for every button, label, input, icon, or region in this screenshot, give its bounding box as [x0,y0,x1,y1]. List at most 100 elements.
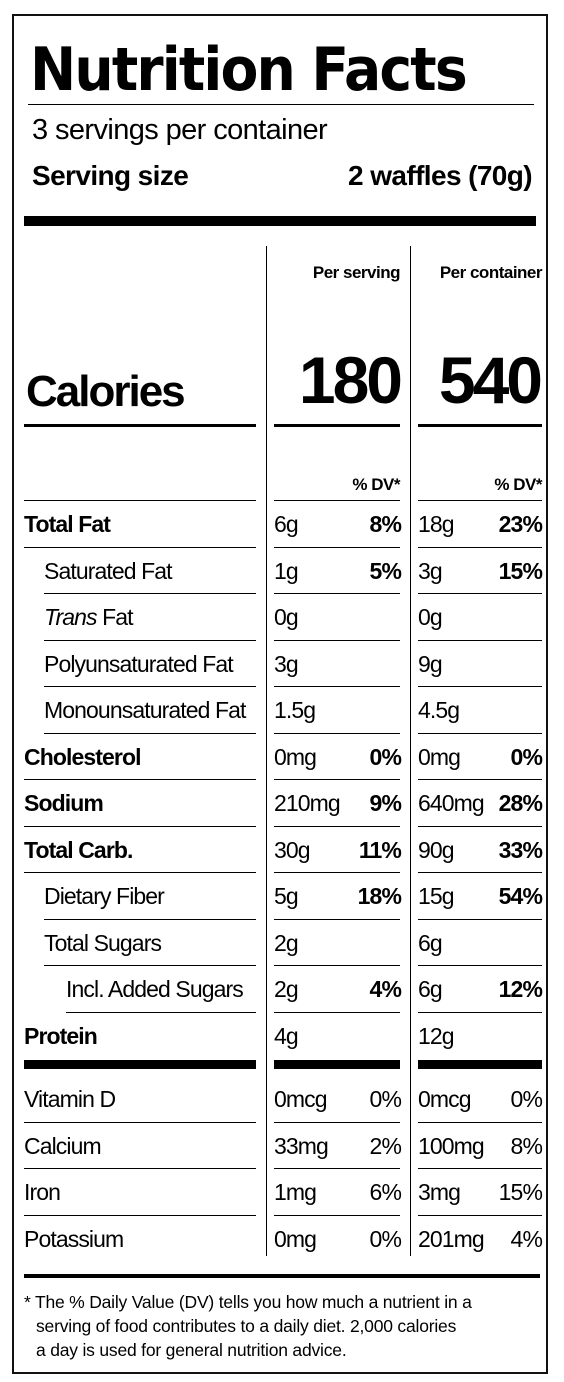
calories-per-container: 540 [438,343,543,417]
serving-dv: 18% [357,883,402,909]
per-serving-header: Per serving [312,263,401,282]
row-rule-serving [274,593,400,594]
row-rule-container [418,872,542,873]
serving-amount: 33mg [274,1132,329,1159]
row-rule-serving [274,872,400,873]
row-rule-serving [274,500,400,501]
vitamin-row: Vitamin D 0mcg 0% 0mcg 0% [14,1076,546,1122]
container-dv: 15% [498,557,543,584]
serving-amount: 0mg [274,1225,317,1252]
serving-amount: 1g [274,557,299,584]
row-rule-name [24,1168,256,1169]
row-rule-serving [274,919,400,920]
row-rule-serving [274,733,400,734]
calories-label: Calories [26,367,186,416]
row-rule-name [44,593,256,594]
row-rule-name [44,686,256,687]
nutrient-row: Incl. Added Sugars 2g 4% 6g 12% [14,966,546,1012]
row-rule-name [24,500,256,501]
serving-amount: 5g [274,883,299,909]
container-dv: 54% [498,883,543,909]
row-rule-container [418,640,542,641]
serving-amount: 0mg [274,743,317,770]
thick-divider-top [24,216,536,226]
calories-rule-name [24,424,256,427]
calories-rule-serving [274,424,400,427]
nutrient-name: Total Sugars [44,929,162,956]
row-rule-container [418,1012,542,1013]
row-rule-container [418,1122,542,1123]
container-dv: 33% [498,836,543,863]
serving-dv: 0% [369,743,402,770]
row-rule-serving [274,779,400,780]
serving-dv: 0% [369,1086,402,1112]
thick-rule-name [24,1060,256,1069]
nutrient-row: Protein 4g 12g [14,1013,546,1059]
row-rule-container [418,965,542,966]
serving-amount: 4g [274,1022,299,1049]
serving-dv: 11% [358,836,402,863]
container-dv: 23% [498,511,543,537]
container-amount: 201mg [418,1225,485,1252]
nutrient-name: Polyunsaturated Fat [44,650,234,677]
vitamin-name: Iron [24,1179,61,1205]
vitamin-row: Potassium 0mg 0% 201mg 4% [14,1216,546,1262]
dv-header-container: % DV* [494,475,542,494]
serving-size-label: Serving size [32,160,189,191]
thick-rule-container [418,1060,542,1069]
row-rule-container [418,919,542,920]
serving-amount: 3g [274,650,299,677]
serving-dv: 5% [369,557,402,584]
row-rule-name [44,640,256,641]
servings-per-container: 3 servings per container [32,114,328,146]
row-rule-container [418,733,542,734]
footnote: * The % Daily Value (DV) tells you how m… [24,1290,538,1362]
footnote-rule [24,1274,540,1278]
nutrient-name: Total Fat [24,511,111,537]
container-amount: 0mcg [418,1086,472,1112]
footnote-line-1: * The % Daily Value (DV) tells you how m… [24,1292,472,1312]
serving-amount: 1.5g [274,697,316,723]
container-amount: 4.5g [418,697,460,723]
nutrient-row: Monounsaturated Fat 1.5g 4.5g [14,687,546,733]
container-amount: 18g [418,511,455,537]
container-amount: 15g [418,883,455,909]
serving-amount: 0g [274,604,299,630]
footnote-line-2: serving of food contributes to a daily d… [36,1316,457,1336]
nutrient-name: Dietary Fiber [44,883,165,909]
nutrient-row: Polyunsaturated Fat 3g 9g [14,641,546,687]
container-amount: 0mg [418,743,461,770]
row-rule-serving [274,826,400,827]
nutrient-row: Sodium 210mg 9% 640mg 28% [14,780,546,826]
container-amount: 9g [418,650,443,677]
row-rule-container [418,547,542,548]
row-rule-container [418,593,542,594]
nutrient-name: Incl. Added Sugars [66,976,244,1002]
row-rule-name [24,1215,256,1216]
per-container-header: Per container [439,263,543,282]
row-rule-name [66,1012,256,1013]
row-rule-name [44,919,256,920]
row-rule-serving [274,965,400,966]
container-amount: 3mg [418,1179,461,1205]
row-rule-container [418,826,542,827]
container-dv: 15% [498,1179,543,1205]
row-rule-container [418,779,542,780]
row-rule-name [24,547,256,548]
nutrient-row: Total Fat 6g 8% 18g 23% [14,501,546,547]
row-rule-serving [274,686,400,687]
row-rule-name [24,1122,256,1123]
container-amount: 640mg [418,790,485,816]
container-amount: 6g [418,929,443,956]
nutrient-name: Monounsaturated Fat [44,697,246,723]
nutrient-row: Cholesterol 0mg 0% 0mg 0% [14,734,546,780]
row-rule-serving [274,1122,400,1123]
serving-dv: 4% [369,976,402,1002]
serving-amount: 6g [274,511,299,537]
row-rule-name [24,872,256,873]
container-amount: 3g [418,557,443,584]
container-amount: 100mg [418,1132,485,1159]
serving-dv: 6% [369,1179,402,1205]
nutrient-name: Cholesterol [24,743,142,770]
